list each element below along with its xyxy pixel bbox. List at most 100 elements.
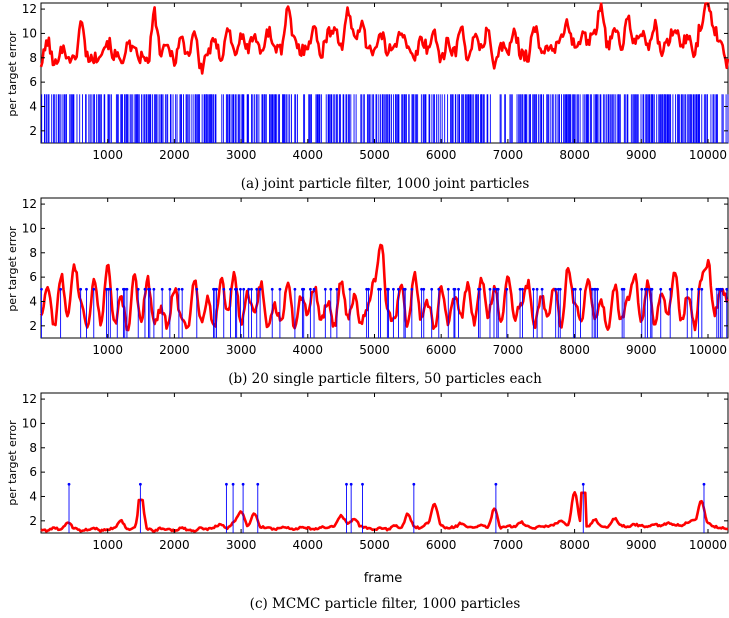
stem-marker-b-18 <box>168 287 172 291</box>
stem-marker-c-10 <box>494 482 498 486</box>
stem-marker-b-51 <box>387 287 390 291</box>
x-tick-label-c-9000: 9000 <box>626 538 657 552</box>
stem-marker-b-70 <box>496 287 500 291</box>
stem-marker-b-79 <box>558 287 562 291</box>
stem-marker-b-19 <box>177 287 181 291</box>
stem-marker-b-52 <box>392 287 395 291</box>
stem-marker-b-59 <box>430 287 434 291</box>
x-tick-label-b-10000: 10000 <box>689 343 727 357</box>
y-tick-label-a-6: 6 <box>29 75 37 89</box>
stem-marker-b-76 <box>540 287 544 291</box>
stem-marker-b-93 <box>650 287 654 291</box>
x-tick-label-c-7000: 7000 <box>493 538 524 552</box>
stem-marker-b-26 <box>229 287 232 291</box>
stem-marker-b-58 <box>422 287 426 291</box>
caption-c: (c) MCMC particle filter, 1000 particles <box>250 596 521 612</box>
plot-area-c: 1000 2000 3000 4000 5000 6000 7000 8000 9000 1000… <box>22 392 729 552</box>
stem-marker-b-61 <box>446 287 450 291</box>
stem-marker-b-0 <box>40 287 43 291</box>
stem-marker-b-94 <box>659 287 663 291</box>
stem-marker-c-4 <box>241 482 245 486</box>
stem-marker-b-63 <box>453 287 457 291</box>
stem-series-b <box>40 287 729 338</box>
x-tick-label-b-5000: 5000 <box>359 343 390 357</box>
x-tick-label-a-7000: 7000 <box>493 148 524 162</box>
x-tick-label-a-3000: 3000 <box>226 148 257 162</box>
y-tick-label-b-10: 10 <box>22 221 37 235</box>
stem-marker-b-49 <box>379 287 382 291</box>
stem-marker-b-2 <box>79 287 83 291</box>
stem-marker-b-74 <box>532 287 535 291</box>
stem-marker-b-88 <box>622 287 626 291</box>
x-tick-label-b-9000: 9000 <box>626 343 657 357</box>
x-tick-label-b-3000: 3000 <box>226 343 257 357</box>
stem-marker-b-25 <box>222 287 226 291</box>
x-tick-label-c-3000: 3000 <box>226 538 257 552</box>
y-tick-label-a-8: 8 <box>29 51 37 65</box>
y-tick-label-c-10: 10 <box>22 416 37 430</box>
stem-marker-b-73 <box>521 287 524 291</box>
x-tick-label-a-8000: 8000 <box>559 148 590 162</box>
stem-marker-b-97 <box>690 287 694 291</box>
y-tick-label-b-2: 2 <box>29 319 37 333</box>
x-tick-label-c-6000: 6000 <box>426 538 457 552</box>
stem-marker-b-15 <box>148 287 152 291</box>
stem-marker-b-34 <box>258 287 262 291</box>
x-tick-label-b-8000: 8000 <box>559 343 590 357</box>
x-tick-label-a-5000: 5000 <box>359 148 390 162</box>
stem-marker-b-42 <box>323 287 327 291</box>
stem-marker-b-12 <box>136 287 140 291</box>
stem-marker-b-31 <box>247 287 251 291</box>
stem-marker-b-98 <box>697 287 700 291</box>
stem-marker-c-2 <box>225 482 228 486</box>
caption-a: (a) joint particle filter, 1000 joint pa… <box>241 176 530 192</box>
x-tick-label-c-2000: 2000 <box>159 538 190 552</box>
stem-marker-b-21 <box>195 287 199 291</box>
stem-marker-c-1 <box>138 482 142 486</box>
x-tick-label-a-10000: 10000 <box>689 148 727 162</box>
x-tick-label-b-4000: 4000 <box>293 343 324 357</box>
y-tick-label-c-12: 12 <box>22 392 37 406</box>
stem-marker-b-36 <box>278 287 282 291</box>
x-tick-label-c-1000: 1000 <box>92 538 123 552</box>
y-tick-label-a-4: 4 <box>29 99 37 113</box>
stem-marker-c-6 <box>345 482 348 486</box>
stem-marker-b-96 <box>685 287 689 291</box>
stem-marker-b-20 <box>180 287 184 291</box>
stem-marker-c-5 <box>256 482 260 486</box>
x-axis-label-c: frame <box>364 571 403 586</box>
y-tick-label-c-8: 8 <box>29 441 37 455</box>
stem-marker-c-3 <box>231 482 235 486</box>
stem-marker-b-6 <box>106 287 110 291</box>
axes-frame-b <box>40 197 729 339</box>
y-tick-label-c-6: 6 <box>29 465 37 479</box>
panel-b: 1000 2000 3000 4000 5000 6000 7000 8000 9000 1000… <box>6 197 729 387</box>
axes-frame-c <box>40 392 729 534</box>
stem-marker-b-40 <box>308 287 312 291</box>
x-tick-label-b-7000: 7000 <box>493 343 524 357</box>
stem-marker-b-104 <box>725 287 729 291</box>
stem-marker-b-91 <box>646 287 649 291</box>
x-tick-label-c-10000: 10000 <box>689 538 727 552</box>
stem-marker-b-60 <box>437 287 441 291</box>
stem-marker-b-32 <box>250 287 253 291</box>
stem-marker-b-8 <box>115 287 119 291</box>
error-line-a <box>39 2 729 75</box>
y-axis-label-c: per target error <box>6 420 19 506</box>
y-tick-label-a-10: 10 <box>22 26 37 40</box>
x-tick-label-a-4000: 4000 <box>293 148 324 162</box>
panel-a: 1000 2000 3000 4000 5000 6000 7000 8000 9000 1000… <box>6 2 729 192</box>
stem-marker-b-86 <box>596 287 599 291</box>
x-tick-label-a-9000: 9000 <box>626 148 657 162</box>
stem-marker-b-10 <box>123 287 127 291</box>
stem-marker-b-11 <box>125 287 129 291</box>
stem-marker-b-68 <box>492 287 496 291</box>
plot-area-a: 1000 2000 3000 4000 5000 6000 7000 8000 9000 1000… <box>22 2 729 162</box>
y-tick-label-c-4: 4 <box>29 489 37 503</box>
panel-c: 1000 2000 3000 4000 5000 6000 7000 8000 9000 1000… <box>6 392 729 612</box>
stem-marker-b-16 <box>152 287 156 291</box>
stem-marker-b-67 <box>488 287 492 291</box>
x-tick-label-c-4000: 4000 <box>293 538 324 552</box>
y-axis-label-b: per target error <box>6 226 19 312</box>
